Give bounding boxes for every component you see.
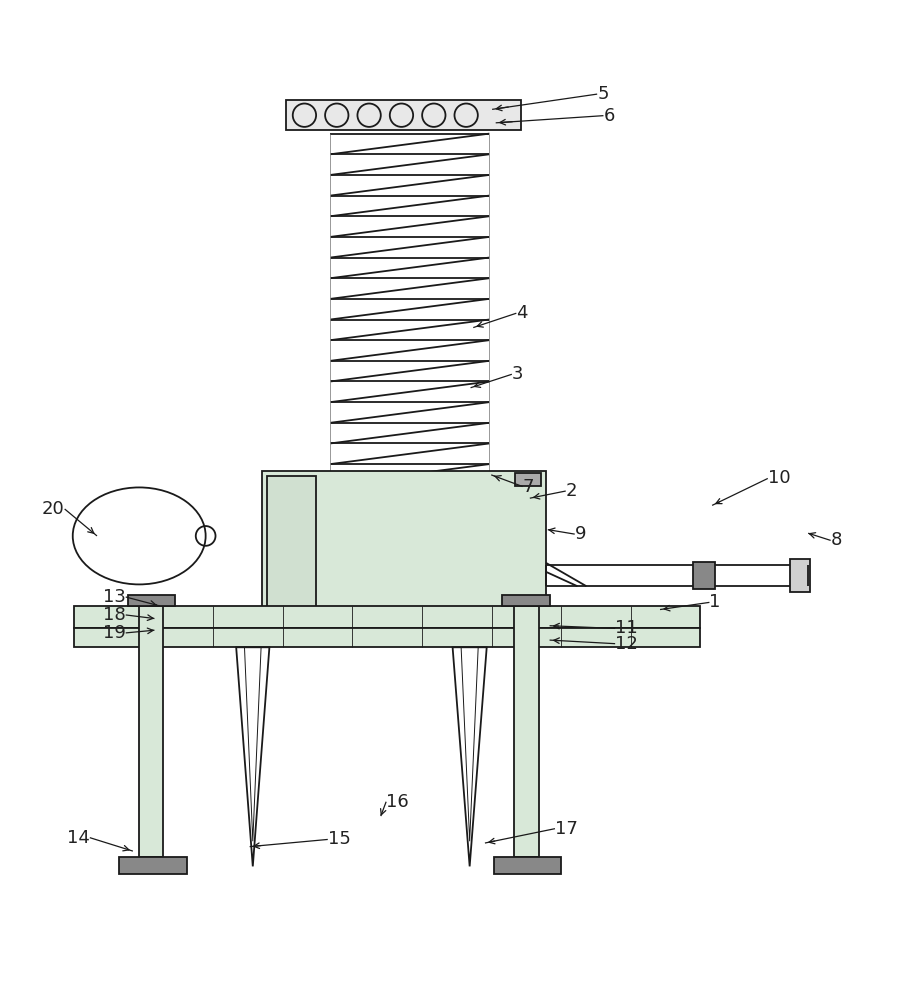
Text: 20: 20 <box>42 500 65 518</box>
Bar <box>286 100 521 130</box>
Bar <box>74 628 700 647</box>
Text: 13: 13 <box>103 588 126 606</box>
Text: 11: 11 <box>615 619 638 637</box>
Bar <box>119 857 187 874</box>
Text: 15: 15 <box>328 830 350 848</box>
Text: 9: 9 <box>575 525 586 543</box>
Text: 12: 12 <box>615 635 638 653</box>
Text: 5: 5 <box>597 85 609 103</box>
Text: 3: 3 <box>512 365 524 383</box>
Text: 7: 7 <box>523 478 534 496</box>
Bar <box>502 595 550 606</box>
Bar <box>515 473 541 486</box>
Text: 6: 6 <box>603 107 615 125</box>
Bar <box>494 857 561 874</box>
Bar <box>262 471 546 615</box>
Text: 10: 10 <box>768 469 790 487</box>
Bar <box>128 595 175 606</box>
Bar <box>267 476 316 610</box>
Text: 14: 14 <box>67 829 90 847</box>
Text: 17: 17 <box>555 820 577 838</box>
Text: 8: 8 <box>831 531 842 549</box>
Bar <box>693 562 715 589</box>
Bar <box>74 606 700 628</box>
Text: 1: 1 <box>709 593 721 611</box>
Bar <box>790 559 810 592</box>
Text: 18: 18 <box>103 606 126 624</box>
Bar <box>139 606 163 857</box>
Text: 2: 2 <box>566 482 577 500</box>
Bar <box>514 606 539 857</box>
Text: 16: 16 <box>386 793 409 811</box>
Text: 19: 19 <box>103 624 126 642</box>
Text: 4: 4 <box>516 304 528 322</box>
